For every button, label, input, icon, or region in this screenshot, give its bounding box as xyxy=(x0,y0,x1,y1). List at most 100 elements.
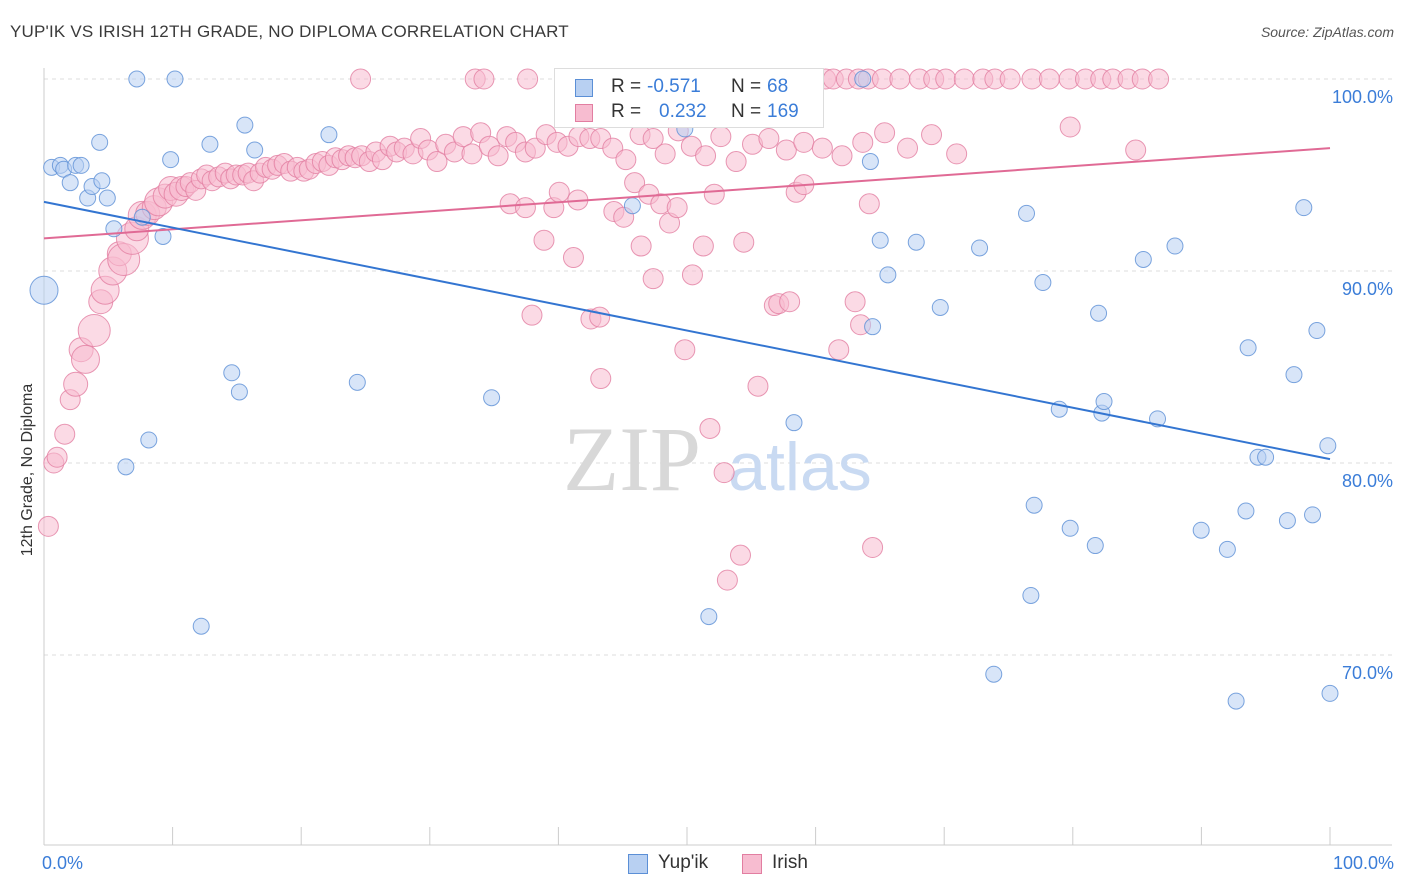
yupik-point xyxy=(29,275,59,305)
axes xyxy=(43,68,1392,846)
yupik-point xyxy=(1295,199,1313,217)
irish-point xyxy=(862,536,884,558)
irish-point xyxy=(729,544,751,566)
legend-r-label: R = xyxy=(611,101,642,122)
yupik-point xyxy=(320,126,338,144)
yupik-point xyxy=(1308,322,1326,340)
yupik-point xyxy=(1086,537,1104,555)
irish-point xyxy=(487,145,509,167)
yupik-point xyxy=(1321,684,1339,702)
x-tick-label-min: 0.0% xyxy=(42,853,83,873)
yupik-point xyxy=(1227,692,1245,710)
yupik-point xyxy=(1239,339,1257,357)
yupik-point xyxy=(483,389,501,407)
irish-point xyxy=(831,145,853,167)
yupik-point xyxy=(1034,274,1052,292)
yupik-point xyxy=(93,172,111,190)
irish-point xyxy=(935,68,957,90)
irish-point xyxy=(517,68,539,90)
watermark-atlas: atlas xyxy=(728,429,872,505)
yupik-point xyxy=(128,70,146,88)
irish-point xyxy=(681,264,703,286)
yupik-point xyxy=(1166,237,1184,255)
irish-point xyxy=(37,515,59,537)
yupik-legend-label: Yup'ik xyxy=(658,852,709,873)
yupik-point xyxy=(864,318,882,336)
irish-point xyxy=(461,143,483,165)
irish-point xyxy=(533,229,555,251)
irish-point xyxy=(946,143,968,165)
yupik-point xyxy=(246,141,264,159)
irish-point xyxy=(921,124,943,146)
yupik-swatch xyxy=(575,79,593,97)
yupik-point xyxy=(140,431,158,449)
irish-point xyxy=(710,126,732,148)
yupik-point xyxy=(854,70,872,88)
irish-point xyxy=(897,137,919,159)
x-tick-label-max: 100.0% xyxy=(1333,853,1394,873)
yupik-point xyxy=(1285,366,1303,384)
y-tick-labels: 70.0% 80.0% 90.0% 100.0% xyxy=(1332,87,1393,683)
irish-point xyxy=(642,268,664,290)
watermark: ZIP atlas xyxy=(563,408,872,510)
irish-point xyxy=(1038,68,1060,90)
irish-point xyxy=(889,68,911,90)
irish-point xyxy=(473,68,495,90)
irish-legend-swatch xyxy=(742,854,762,874)
irish-point xyxy=(630,235,652,257)
irish-point xyxy=(54,423,76,445)
yupik-point xyxy=(1257,448,1275,466)
irish-point xyxy=(999,68,1021,90)
irish-point xyxy=(63,371,89,397)
yupik-point xyxy=(72,156,90,174)
irish-point xyxy=(1059,116,1081,138)
irish-point xyxy=(1125,139,1147,161)
yupik-point xyxy=(223,364,241,382)
yupik-point xyxy=(907,233,925,251)
source-note: Source: ZipAtlas.com xyxy=(1260,24,1394,40)
irish-point xyxy=(828,339,850,361)
yupik-point xyxy=(1095,393,1113,411)
yupik-point xyxy=(1218,540,1236,558)
yupik-point xyxy=(700,608,718,626)
yupik-point xyxy=(785,414,803,432)
legend-yupik-r: -0.571 xyxy=(647,76,701,97)
irish-point xyxy=(642,128,664,150)
yupik-point xyxy=(192,617,210,635)
yupik-point xyxy=(971,239,989,257)
irish-point xyxy=(521,304,543,326)
yupik-point xyxy=(1304,506,1322,524)
yupik-point xyxy=(1278,512,1296,530)
yupik-point xyxy=(154,227,172,245)
irish-point xyxy=(77,314,111,348)
yupik-point xyxy=(230,383,248,401)
irish-point xyxy=(514,197,536,219)
irish-point xyxy=(758,128,780,150)
stats-legend: R = -0.571 N = 68 R = 0.232 N = 169 xyxy=(554,68,824,128)
irish-point xyxy=(426,151,448,173)
yupik-point xyxy=(1237,502,1255,520)
yupik-point xyxy=(98,189,116,207)
yupik-point xyxy=(117,458,135,476)
irish-point xyxy=(779,291,801,313)
yupik-point xyxy=(985,665,1003,683)
yupik-point xyxy=(931,298,949,316)
legend-irish-n: 169 xyxy=(767,101,799,122)
irish-point xyxy=(654,143,676,165)
yupik-point xyxy=(236,116,254,134)
legend-irish-r: 0.232 xyxy=(659,101,707,122)
yupik-trend-line xyxy=(43,200,1331,461)
irish-point xyxy=(713,462,735,484)
yupik-point xyxy=(91,133,109,151)
yupik-point xyxy=(201,135,219,153)
yupik-point xyxy=(1319,437,1337,455)
irish-point xyxy=(699,417,721,439)
yupik-point xyxy=(871,231,889,249)
yupik-point xyxy=(1025,496,1043,514)
irish-point xyxy=(666,197,688,219)
irish-trend-line xyxy=(43,147,1331,240)
irish-point xyxy=(852,131,874,153)
irish-point xyxy=(716,569,738,591)
irish-point xyxy=(70,344,100,374)
